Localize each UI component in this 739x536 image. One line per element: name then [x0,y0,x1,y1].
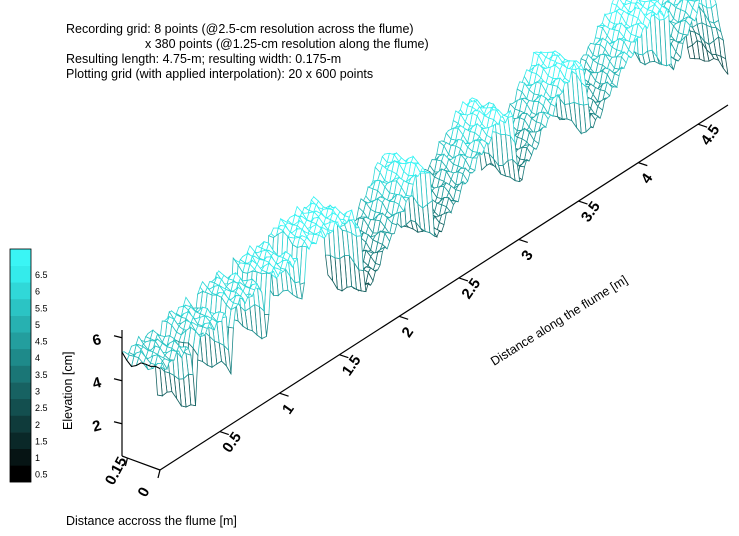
colorbar-swatch [10,465,31,483]
colorbar-tick-label: 2 [35,420,40,430]
along-flume-tick-mark [279,392,289,397]
across-flume-tick-mark [124,457,129,467]
across-flume-axis-line [121,455,161,471]
along-flume-axis-line [159,104,729,471]
colorbar-swatch [10,365,31,383]
across-flume-axis-label: Distance accross the flume [m] [66,514,237,528]
along-flume-tick-mark [638,162,648,167]
along-flume-tick-mark [219,431,229,436]
header-line-3: Resulting length: 4.75-m; resulting widt… [66,52,342,66]
plot-axes [121,104,729,471]
colorbar-tick-label: 2.5 [35,403,48,413]
colorbar-tick-label: 4.5 [35,337,48,347]
colorbar-tick-label: 3.5 [35,370,48,380]
colorbar-swatch [10,348,31,366]
colorbar-tick-label: 3 [35,387,40,397]
colorbar-swatch [10,315,31,333]
colorbar-tick-label: 0.5 [35,470,48,480]
header-line-2: x 380 points (@1.25-cm resolution along … [145,37,429,51]
colorbar-swatch [10,382,31,400]
colorbar-tick-label: 5.5 [35,303,48,313]
colorbar-swatch [10,282,31,300]
colorbar-tick-label: 6 [35,287,40,297]
elevation-tick-label: 6 [91,331,103,350]
across-flume-tick-label: 0 [135,485,154,500]
colorbar-swatch [10,249,31,266]
surface-front-edge [121,351,161,369]
colorbar-swatch [10,398,31,416]
along-flume-tick-mark [697,123,708,128]
elevation-tick-mark [113,421,123,425]
colorbar-tick-label: 4 [35,353,40,363]
along-flume-tick-label: 2 [399,324,418,341]
colorbar-tick-label: 1 [35,453,40,463]
along-flume-tick-mark [578,200,588,205]
colorbar-tick-label: 1.5 [35,436,48,446]
across-flume-ticks: 0.15 0 [102,454,161,500]
across-flume-tick-label: 0.15 [102,454,131,488]
elevation-axis-label: Elevation [cm] [61,351,75,430]
elevation-tick-mark [113,335,123,339]
colorbar: 0.5 1 1.5 2 2.5 3 3.5 4 4.5 5 5.5 6 6.5 [9,248,48,483]
along-flume-tick-label: 4 [638,170,657,187]
elevation-tick-mark [113,378,123,382]
along-flume-tick-label: 3 [518,247,537,264]
along-flume-tick-mark [458,277,469,282]
bedform-surface [121,0,729,408]
elevation-tick-label: 2 [91,417,103,436]
colorbar-frame [9,248,32,483]
colorbar-swatch [10,415,31,433]
colorbar-swatch [10,432,31,450]
along-flume-tick-label: 1 [279,401,298,418]
colorbar-swatch [10,332,31,350]
colorbar-swatch [10,298,31,316]
along-flume-tick-mark [398,315,409,320]
colorbar-swatch [10,265,31,283]
along-flume-tick-mark [518,238,528,244]
header-line-1: Recording grid: 8 points (@2.5-cm resolu… [66,22,414,36]
colorbar-tick-label: 6.5 [35,270,48,280]
elevation-tick-label: 4 [91,374,104,393]
along-flume-axis-label: Distance along the flume [m] [488,273,630,369]
colorbar-tick-label: 5 [35,320,40,330]
across-flume-tick-mark [157,469,161,479]
colorbar-swatch [10,448,31,466]
elevation-ticks: 2 4 6 [91,331,123,436]
along-flume-tick-mark [339,354,349,359]
header-line-4: Plotting grid (with applied interpolatio… [66,67,374,81]
